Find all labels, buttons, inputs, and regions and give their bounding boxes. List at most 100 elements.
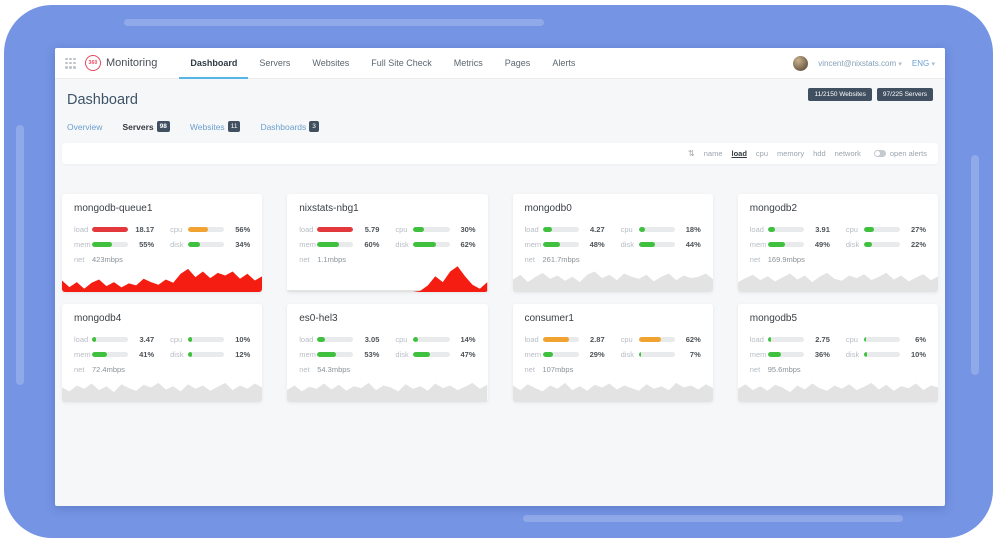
server-name[interactable]: mongodb5	[749, 313, 798, 324]
page-title: Dashboard	[67, 92, 138, 108]
decorative-streak	[124, 19, 544, 26]
server-card[interactable]: mongodb5 load 2.75 cpu 6% mem 36% disk 1…	[737, 304, 938, 402]
metric-value: 55%	[139, 240, 155, 249]
server-card[interactable]: es0-hel3 load 3.05 cpu 14% mem 53% disk …	[287, 304, 488, 402]
server-card[interactable]: nixstats-nbg1 load 5.79 cpu 30% mem 60% …	[287, 194, 488, 292]
user-avatar[interactable]	[793, 55, 809, 71]
nav-item-websites[interactable]: Websites	[312, 58, 350, 68]
brand-name: Monitoring	[106, 57, 158, 69]
metrics: load 18.17 cpu 56% mem 55% disk 34% net	[62, 214, 262, 264]
metric-bar	[863, 242, 900, 247]
content-area: Dashboard 11/2150 Websites 97/225 Servers…	[55, 79, 945, 402]
metric-bar	[638, 337, 675, 342]
sort-option-network[interactable]: network	[834, 149, 861, 158]
metric-bar	[638, 227, 675, 232]
metric-bar	[863, 352, 900, 357]
metric-load: load 3.05	[299, 335, 379, 344]
metric-bar	[317, 337, 354, 342]
server-card[interactable]: consumer1 load 2.87 cpu 62% mem 29% disk…	[512, 304, 713, 402]
brand-logo[interactable]: 360 Monitoring	[85, 48, 157, 78]
server-name[interactable]: mongodb2	[749, 203, 798, 214]
tab-overview[interactable]: Overview	[67, 122, 102, 132]
metric-value: 34%	[235, 240, 251, 249]
count-badge[interactable]: 97/225 Servers	[876, 88, 933, 101]
server-name[interactable]: consumer1	[524, 313, 574, 324]
server-name[interactable]: mongodb-queue1	[74, 203, 153, 214]
server-name[interactable]: mongodb0	[524, 203, 572, 214]
metric-value: 10%	[235, 335, 251, 344]
metric-bar	[413, 242, 450, 247]
metric-disk: disk 62%	[395, 240, 475, 249]
metric-label: net	[524, 255, 535, 264]
server-card[interactable]: mongodb4 load 3.47 cpu 10% mem 41% disk …	[62, 304, 263, 402]
metric-load: load 3.91	[750, 225, 830, 234]
metric-label: disk	[170, 350, 184, 359]
metric-label: mem	[74, 240, 91, 249]
apps-grid-icon[interactable]	[65, 57, 76, 69]
nav-item-dashboard[interactable]: Dashboard	[179, 48, 249, 79]
metric-bar	[92, 352, 129, 357]
sort-option-name[interactable]: name	[703, 149, 723, 158]
metric-mem: mem 53%	[299, 350, 379, 359]
server-name[interactable]: mongodb4	[74, 313, 122, 324]
server-cards-grid: mongodb-queue1 load 18.17 cpu 56% mem 55…	[60, 164, 940, 402]
app-window: 360 Monitoring Dashboard Servers Websites F…	[55, 48, 945, 506]
metric-disk: disk 7%	[621, 350, 701, 359]
metric-value: 7%	[689, 350, 701, 359]
nav-item-alerts[interactable]: Alerts	[552, 58, 576, 68]
nav-item-metrics[interactable]: Metrics	[453, 58, 483, 68]
language-dropdown[interactable]: ENG ▾	[911, 58, 935, 68]
metric-value: 36%	[814, 350, 830, 359]
sort-option-cpu[interactable]: cpu	[755, 149, 769, 158]
tab-dashboards[interactable]: Dashboards 3	[260, 121, 319, 132]
nav-item-full-site-check[interactable]: Full Site Check	[371, 58, 432, 68]
nav-right: vincent@nixstats.com ▾ ENG ▾	[793, 48, 935, 78]
metrics: load 2.75 cpu 6% mem 36% disk 10% net	[738, 324, 938, 374]
metric-bar	[317, 242, 354, 247]
metric-label: disk	[845, 350, 860, 359]
metric-label: cpu	[170, 225, 183, 234]
metric-mem: mem 36%	[750, 350, 830, 359]
metric-mem: mem 49%	[750, 240, 830, 249]
server-card[interactable]: mongodb-queue1 load 18.17 cpu 56% mem 55…	[62, 194, 263, 292]
metric-label: disk	[620, 240, 634, 249]
metric-label: cpu	[395, 225, 408, 234]
count-badge[interactable]: 11/2150 Websites	[808, 88, 872, 101]
metric-mem: mem 48%	[525, 240, 605, 249]
tab-servers[interactable]: Servers 98	[122, 121, 170, 132]
metric-cpu: cpu 6%	[846, 335, 926, 344]
server-card[interactable]: mongodb0 load 4.27 cpu 18% mem 48% disk …	[512, 194, 713, 292]
metric-label: cpu	[395, 335, 408, 344]
metric-value: 4.27	[590, 225, 605, 234]
metric-mem: mem 29%	[525, 350, 605, 359]
server-name[interactable]: nixstats-nbg1	[299, 203, 359, 214]
tab-label: Overview	[67, 121, 103, 132]
metric-value: 3.05	[364, 335, 380, 344]
metric-label: load	[299, 225, 314, 234]
tab-label: Servers	[122, 121, 154, 132]
open-alerts-toggle[interactable]: open alerts	[873, 149, 927, 158]
metric-load: load 4.27	[525, 225, 605, 234]
tab-count-badge: 3	[309, 121, 319, 132]
sort-option-hdd[interactable]: hdd	[813, 149, 826, 158]
sparkline-chart	[287, 266, 488, 292]
tab-websites[interactable]: Websites 11	[190, 121, 241, 132]
metric-value: 3.91	[815, 225, 830, 234]
user-email-dropdown[interactable]: vincent@nixstats.com ▾	[818, 58, 902, 68]
nav-item-servers[interactable]: Servers	[259, 58, 291, 68]
server-name[interactable]: es0-hel3	[299, 313, 338, 324]
metric-value: 3.47	[139, 335, 155, 344]
metric-bar	[413, 337, 450, 342]
metric-mem: mem 41%	[74, 350, 154, 359]
metric-disk: disk 22%	[846, 240, 926, 249]
sort-option-load[interactable]: load	[731, 149, 747, 158]
metric-label: mem	[524, 350, 542, 359]
metric-load: load 5.79	[299, 225, 379, 234]
metric-label: net	[299, 365, 310, 374]
sort-option-memory[interactable]: memory	[777, 149, 805, 158]
server-card[interactable]: mongodb2 load 3.91 cpu 27% mem 49% disk …	[737, 194, 938, 292]
nav-item-pages[interactable]: Pages	[504, 58, 531, 68]
metric-bar	[188, 227, 225, 232]
metric-bar	[188, 352, 225, 357]
metric-value: 5.79	[364, 225, 380, 234]
